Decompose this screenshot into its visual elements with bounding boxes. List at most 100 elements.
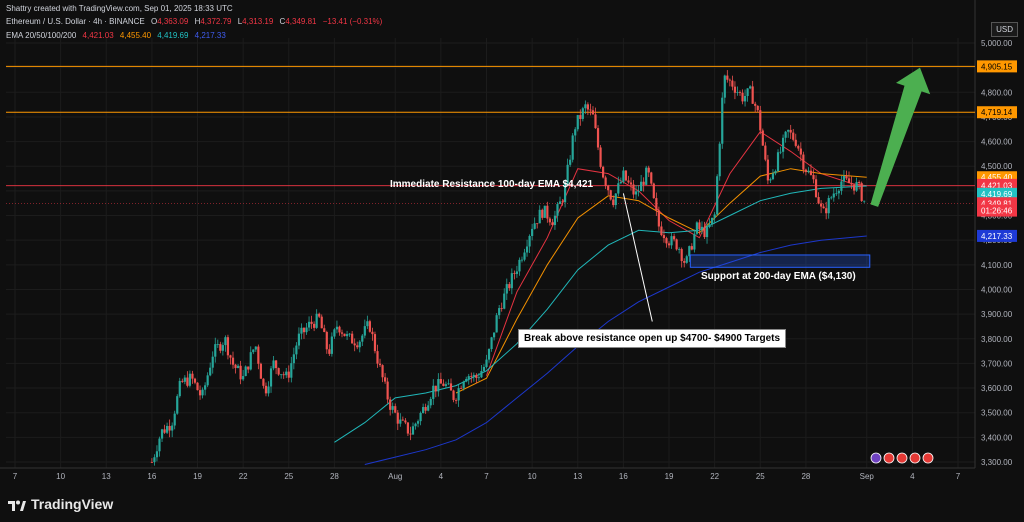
candle-body-276 [850, 183, 853, 185]
candle-body-131 [482, 366, 486, 371]
candle-body-246 [774, 171, 777, 174]
candle-body-81 [356, 345, 359, 348]
support-zone-box [689, 254, 871, 268]
candle-body-250 [784, 131, 787, 138]
candle-body-45 [264, 385, 268, 394]
candle-body-68 [323, 328, 326, 332]
candle-body-236 [749, 86, 752, 89]
candle-body-169 [579, 115, 582, 119]
candle-body-90 [378, 363, 382, 366]
candle-body-174 [591, 110, 595, 115]
candle-body-25 [214, 344, 217, 357]
candle-body-259 [807, 170, 810, 173]
close-value: 4,349.81 [285, 17, 317, 26]
candle-body-171 [584, 104, 587, 109]
candle-body-155 [543, 205, 546, 218]
callout-pointer-line [622, 193, 653, 322]
level-badge-text-0: 4,905.15 [981, 62, 1013, 71]
ema-series-1 [455, 168, 867, 394]
candle-body-182 [612, 199, 615, 206]
symbol-ohlc-line: Ethereum / U.S. Dollar · 4h · BINANCE O4… [6, 17, 382, 26]
candle-body-150 [531, 228, 534, 236]
candle-body-273 [842, 175, 846, 182]
candle-body-63 [310, 321, 313, 324]
candle-body-275 [847, 178, 851, 184]
candle-body-152 [536, 223, 539, 225]
candle-body-6 [165, 425, 169, 433]
tradingview-logo-text: TradingView [31, 496, 114, 512]
low-value: 4,313.19 [242, 17, 274, 26]
candle-body-28 [221, 345, 224, 351]
candle-body-98 [399, 419, 402, 424]
candle-body-206 [672, 236, 676, 240]
level-badge-bg-0 [977, 60, 1017, 73]
candle-body-109 [427, 405, 430, 411]
candle-body-176 [596, 128, 600, 148]
resistance-annotation: Immediate Resistance 100-day EMA $4,421 [390, 179, 594, 190]
candle-body-186 [622, 170, 625, 182]
candle-body-263 [817, 197, 820, 204]
candle-body-268 [830, 197, 833, 199]
candle-body-125 [467, 376, 470, 379]
candle-body-111 [432, 385, 435, 399]
candle-body-32 [231, 357, 235, 365]
candle-body-121 [457, 388, 460, 401]
candle-body-26 [216, 344, 219, 345]
candle-body-48 [272, 360, 275, 369]
candle-body-239 [756, 105, 759, 111]
candle-body-244 [769, 179, 772, 181]
x-tick-label-2: 13 [102, 472, 111, 481]
candle-body-11 [178, 380, 181, 397]
candle-body-227 [726, 75, 729, 80]
candle-body-170 [581, 108, 584, 119]
candle-body-143 [513, 273, 516, 274]
candle-body-10 [176, 396, 179, 414]
candle-body-110 [429, 398, 432, 406]
candle-body-158 [551, 222, 554, 226]
x-tick-label-5: 22 [239, 472, 248, 481]
candle-body-274 [845, 175, 848, 179]
candle-body-184 [617, 183, 620, 194]
candle-body-2 [155, 451, 159, 458]
candle-body-117 [447, 383, 450, 385]
candle-body-9 [173, 413, 176, 426]
candle-body-136 [495, 315, 498, 333]
candle-body-185 [619, 181, 622, 184]
candle-body-175 [594, 114, 597, 129]
candle-body-233 [741, 92, 744, 102]
candle-body-57 [295, 345, 298, 355]
candle-body-253 [792, 132, 795, 140]
candle-body-42 [257, 346, 260, 364]
close-label: C [279, 17, 286, 26]
candle-body-201 [660, 226, 663, 236]
candle-body-264 [820, 203, 823, 207]
candle-body-260 [809, 170, 813, 175]
candle-body-115 [442, 383, 445, 386]
candle-body-146 [520, 259, 524, 261]
candle-body-75 [340, 332, 344, 334]
price-badge-text-6: 4,217.33 [981, 232, 1013, 241]
candle-body-144 [515, 271, 519, 274]
currency-selector[interactable]: USD [991, 22, 1018, 37]
ema-series-3 [364, 235, 867, 465]
candle-body-180 [607, 185, 610, 191]
x-tick-label-11: 10 [528, 472, 537, 481]
x-tick-label-19: 4 [910, 472, 915, 481]
candle-body-272 [840, 181, 843, 191]
candle-body-23 [209, 367, 212, 376]
candle-body-229 [731, 80, 734, 87]
candle-body-193 [640, 181, 643, 192]
price-badge-text-2: 4,421.03 [981, 182, 1013, 191]
candle-body-31 [229, 355, 232, 358]
tradingview-logo: TradingView [8, 496, 113, 512]
candle-body-74 [338, 326, 341, 333]
ema50-value: 4,455.40 [119, 31, 152, 40]
y-tick-label-1: 3,400.00 [981, 433, 1013, 442]
candle-body-137 [498, 308, 501, 316]
candle-body-20 [201, 389, 204, 396]
candle-body-83 [361, 335, 364, 342]
candle-body-154 [541, 209, 544, 218]
candle-body-218 [703, 226, 706, 238]
candle-body-269 [832, 193, 835, 198]
